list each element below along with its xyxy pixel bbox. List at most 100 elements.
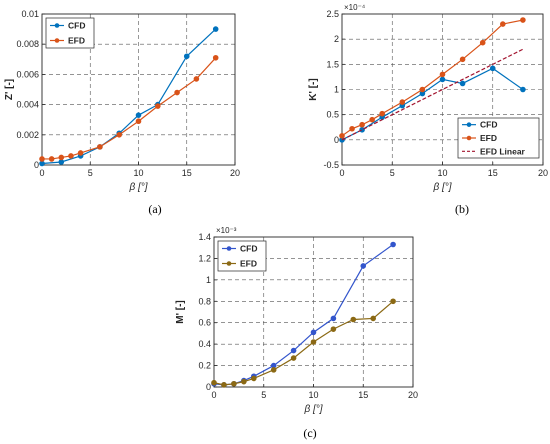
x-tick-label: 5	[88, 168, 93, 178]
legend-marker	[466, 135, 472, 141]
y-tick-label: 0	[34, 160, 39, 170]
y-axis-label: M' [-]	[175, 300, 186, 323]
x-tick-label: 15	[358, 390, 368, 400]
data-point	[359, 121, 365, 128]
data-point	[290, 355, 297, 361]
x-tick-label: 10	[437, 168, 447, 178]
x-axis-label: β [°]	[432, 182, 451, 193]
data-point	[221, 382, 227, 388]
data-point	[68, 153, 74, 159]
legend-marker	[54, 23, 60, 28]
data-point	[459, 56, 466, 63]
data-point	[270, 367, 277, 373]
series-efd	[339, 17, 526, 139]
panel-caption: (a)	[148, 202, 161, 216]
legend-entry: EFD Linear	[480, 146, 526, 156]
legend: CFD EFD	[217, 240, 267, 272]
data-point	[520, 86, 526, 93]
data-point	[359, 126, 365, 133]
data-point	[116, 132, 122, 138]
y-tick-label: 1.4	[198, 232, 211, 242]
y-tick-label: 2	[334, 34, 339, 44]
x-tick-label: 10	[308, 390, 318, 400]
y-tick-label: 0.008	[16, 39, 39, 49]
axes-frame	[41, 13, 236, 166]
legend-box	[45, 17, 95, 49]
y-tick-label: 0.006	[16, 69, 39, 79]
axes-frame	[341, 13, 544, 166]
panel-caption: (b)	[455, 202, 469, 216]
data-point	[520, 17, 526, 23]
data-point	[360, 263, 367, 269]
data-point	[97, 144, 103, 150]
y-tick-label: 1	[206, 275, 211, 285]
data-point	[489, 65, 496, 72]
data-point	[135, 112, 142, 118]
data-point	[174, 89, 180, 96]
y-tick-label: 0.01	[21, 9, 39, 19]
data-point	[339, 133, 345, 139]
y-tick-label: 0	[334, 135, 339, 145]
data-point	[211, 379, 217, 386]
data-point	[439, 76, 446, 83]
panel-caption: (c)	[303, 426, 316, 440]
x-axis-label: β [°]	[128, 182, 147, 193]
data-point	[479, 39, 486, 46]
data-point	[379, 110, 386, 117]
data-point	[370, 315, 377, 322]
data-point	[399, 99, 406, 105]
data-point	[212, 26, 219, 32]
legend-marker	[54, 38, 60, 43]
x-tick-label: 5	[261, 390, 266, 400]
data-point	[330, 326, 337, 332]
data-point	[48, 156, 55, 162]
series-efd	[39, 54, 219, 162]
y-tick-label: 1.2	[198, 253, 211, 263]
data-point	[39, 156, 45, 162]
legend: CFD EFD EFD Linear	[457, 117, 540, 159]
x-tick-label: 0	[211, 390, 216, 400]
legend: CFD EFD	[45, 17, 95, 49]
x-tick-label: 20	[408, 390, 418, 400]
y-tick-label: 2.5	[326, 9, 339, 19]
x-tick-label: 5	[390, 168, 395, 178]
x-tick-label: 20	[538, 168, 548, 178]
data-point	[155, 103, 161, 109]
series-efd	[211, 298, 396, 388]
x-tick-label: 20	[230, 168, 240, 178]
y-exponent-label: ×10⁻⁴	[344, 3, 366, 12]
data-point	[58, 159, 65, 165]
y-axis-label: Z' [-]	[4, 79, 15, 100]
legend-box	[217, 240, 267, 272]
data-point	[58, 154, 65, 161]
data-point	[330, 315, 337, 322]
data-point	[350, 316, 357, 323]
legend-entry: EFD	[480, 133, 497, 143]
y-tick-label: 0.6	[198, 318, 211, 328]
y-exponent-label: ×10⁻³	[216, 226, 237, 235]
x-tick-label: 15	[182, 168, 192, 178]
y-tick-label: 0.2	[198, 361, 211, 371]
series-line	[341, 48, 524, 141]
y-tick-label: 1	[334, 85, 339, 95]
chart-a: 0 5 10 15 20 0 0.002 0.004 0.006 0.008 0.01 β [°] Z'…	[4, 9, 240, 216]
x-tick-label: 15	[488, 168, 498, 178]
data-point	[349, 125, 355, 132]
legend-entry: EFD	[240, 259, 257, 269]
y-tick-label: 1.5	[326, 59, 339, 69]
legend-marker	[226, 246, 232, 251]
data-point	[183, 53, 190, 60]
data-point	[251, 375, 257, 382]
data-point	[77, 150, 84, 156]
data-point	[290, 347, 297, 354]
x-tick-label: 0	[39, 168, 44, 178]
legend-entry: CFD	[68, 21, 85, 31]
legend-entry: CFD	[480, 120, 497, 130]
data-point	[390, 241, 396, 248]
data-point	[310, 339, 317, 345]
x-tick-label: 10	[133, 168, 143, 178]
series-efd-linear	[341, 48, 524, 141]
data-point	[212, 54, 219, 61]
y-tick-label: 0.8	[198, 296, 211, 306]
